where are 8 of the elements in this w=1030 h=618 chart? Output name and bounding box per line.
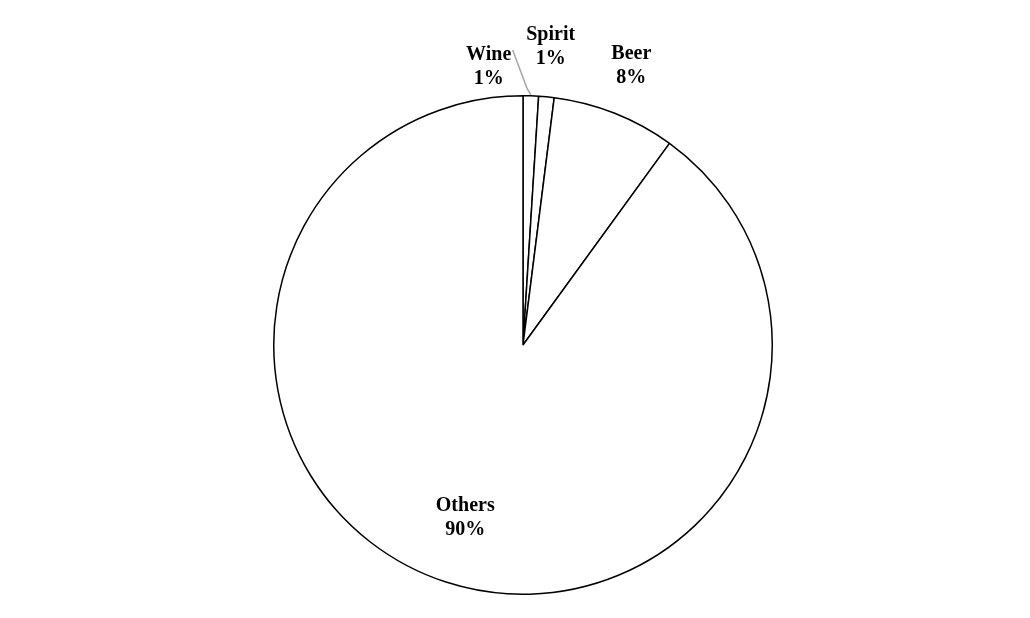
slice-label: Beer: [611, 41, 652, 64]
data-label: 8%: [616, 65, 647, 88]
data-label: 1%: [535, 46, 566, 69]
data-label: 1%: [473, 66, 504, 89]
data-label: 90%: [445, 516, 486, 539]
slice-label: Others: [435, 492, 495, 515]
slice-label: Wine: [466, 42, 512, 65]
slice-label: Spirit: [526, 22, 576, 46]
